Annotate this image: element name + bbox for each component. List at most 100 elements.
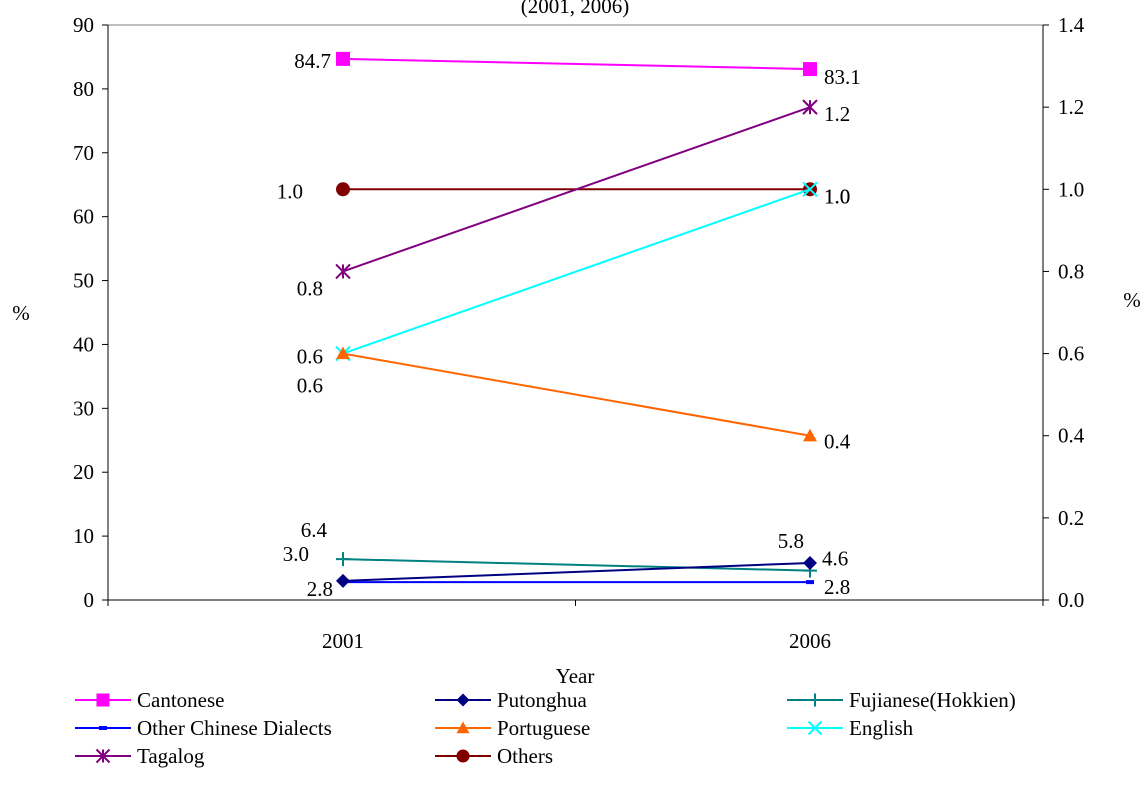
legend-swatch	[787, 720, 843, 736]
legend-item-english: English	[787, 714, 913, 742]
y-axis-left-title: %	[12, 301, 30, 325]
marker	[336, 573, 350, 588]
data-label-english: 0.6	[297, 374, 323, 398]
y-axis-left-tick-label: 80	[73, 77, 94, 101]
plot-area-frame	[107, 24, 1044, 601]
y-axis-left-tick-label: 10	[73, 524, 94, 548]
marker	[336, 51, 350, 66]
marker	[456, 693, 470, 707]
data-labels: 1.0 1.00.81.20.61.00.60.42.8 2.86.44.63.05…	[277, 49, 861, 601]
series-other-chinese-dialects	[339, 580, 814, 585]
axes: 0 10 20 30 40 50 60 70 80 90 0.0 0.2 0.4 0.6 0.8 1.0 1.2…	[73, 13, 1085, 653]
data-label-tagalog: 0.8	[297, 276, 323, 300]
data-label-english: 1.0	[824, 184, 850, 208]
data-label-tagalog: 1.2	[824, 102, 850, 126]
y-axis-left-tick-label: 40	[73, 332, 94, 356]
series-line-cantonese	[342, 57, 811, 71]
y-axis-right-tick-label: 0.0	[1058, 588, 1084, 612]
legend-label: Tagalog	[137, 743, 205, 768]
data-label-other-chinese-dialects: 2.8	[824, 575, 850, 599]
marker	[808, 693, 822, 707]
y-axis-left-tick-label: 50	[73, 269, 94, 293]
series-line-portuguese	[342, 352, 811, 437]
y-axis-right-tick-label: 0.4	[1058, 424, 1085, 448]
y-axis-left-tick-label: 90	[73, 13, 94, 37]
marker	[807, 720, 823, 736]
legend-swatch	[787, 693, 843, 707]
legend-swatch	[75, 693, 131, 707]
data-label-others: 1.0	[277, 179, 303, 203]
y-axis-left-tick-label: 60	[73, 205, 94, 229]
data-label-putonghua: 5.8	[778, 529, 804, 553]
y-axis-right-tick-label: 1.0	[1058, 177, 1084, 201]
x-axis-tick-label: 2006	[789, 629, 831, 653]
marker	[806, 580, 814, 585]
legend-swatch	[75, 748, 131, 764]
marker	[96, 693, 110, 707]
data-label-portuguese: 0.4	[824, 430, 851, 454]
series-line-fujianese-hokkien	[342, 558, 811, 572]
data-label-fujianese-hokkien: 6.4	[301, 518, 328, 542]
y-axis-right-title: %	[1123, 288, 1141, 312]
legend-item-other-chinese-dialects: Other Chinese Dialects	[75, 714, 332, 742]
marker	[803, 62, 817, 77]
legend-swatch	[75, 726, 131, 730]
data-label-cantonese: 83.1	[824, 65, 861, 89]
marker	[95, 748, 111, 764]
legend-label: Cantonese	[137, 687, 225, 712]
data-label-portuguese: 0.6	[297, 345, 323, 369]
marker	[456, 721, 470, 734]
legend-item-others: Others	[435, 742, 553, 770]
legend-label: Fujianese(Hokkien)	[849, 687, 1016, 712]
x-axis-title: Year	[556, 664, 595, 688]
legend-label: English	[849, 715, 914, 740]
marker	[802, 99, 818, 115]
y-axis-left-tick-label: 0	[84, 588, 95, 612]
y-axis-right-tick-label: 0.6	[1058, 342, 1084, 366]
data-label-others: 1.0	[824, 184, 850, 208]
y-axis-right-tick-label: 1.2	[1058, 95, 1084, 119]
legend-swatch	[435, 693, 491, 707]
y-axis-right-tick-label: 0.8	[1058, 259, 1084, 283]
legend-label: Portuguese	[497, 715, 591, 740]
y-axis-left-tick-label: 20	[73, 460, 94, 484]
series-layer	[335, 51, 818, 588]
series-line-tagalog	[342, 106, 811, 273]
series-portuguese	[336, 346, 817, 442]
series-english	[335, 181, 818, 362]
marker	[336, 552, 350, 567]
marker	[99, 726, 107, 730]
legend-swatch	[435, 749, 491, 763]
data-label-putonghua: 3.0	[283, 542, 309, 566]
legend-label: Others	[497, 743, 553, 768]
marker	[335, 263, 351, 280]
legend-label: Putonghua	[497, 687, 587, 712]
marker	[803, 428, 817, 442]
marker	[802, 181, 818, 197]
data-label-fujianese-hokkien: 4.6	[822, 547, 848, 571]
y-axis-left-tick-label: 70	[73, 141, 94, 165]
series-putonghua	[336, 555, 817, 588]
marker	[456, 749, 470, 763]
legend-item-cantonese: Cantonese	[75, 686, 224, 714]
legend-label: Other Chinese Dialects	[137, 715, 332, 740]
legend-item-portuguese: Portuguese	[435, 714, 590, 742]
data-label-other-chinese-dialects: 2.8	[307, 577, 333, 601]
series-line-putonghua	[342, 561, 811, 582]
y-axis-left-tick-label: 30	[73, 396, 94, 420]
legend-swatch	[435, 721, 491, 734]
marker	[336, 182, 350, 197]
x-axis-tick-label: 2001	[322, 629, 364, 653]
series-line-english	[342, 188, 811, 355]
legend-item-fujianese-hokkien: Fujianese(Hokkien)	[787, 686, 1016, 714]
series-tagalog	[335, 99, 818, 280]
series-cantonese	[336, 51, 817, 77]
y-axis-right-tick-label: 0.2	[1058, 506, 1084, 530]
marker	[803, 555, 817, 570]
marker	[336, 346, 350, 360]
legend-item-tagalog: Tagalog	[75, 742, 204, 770]
chart-title: (2001, 2006)	[521, 0, 630, 18]
y-axis-right-tick-label: 1.4	[1058, 13, 1085, 37]
